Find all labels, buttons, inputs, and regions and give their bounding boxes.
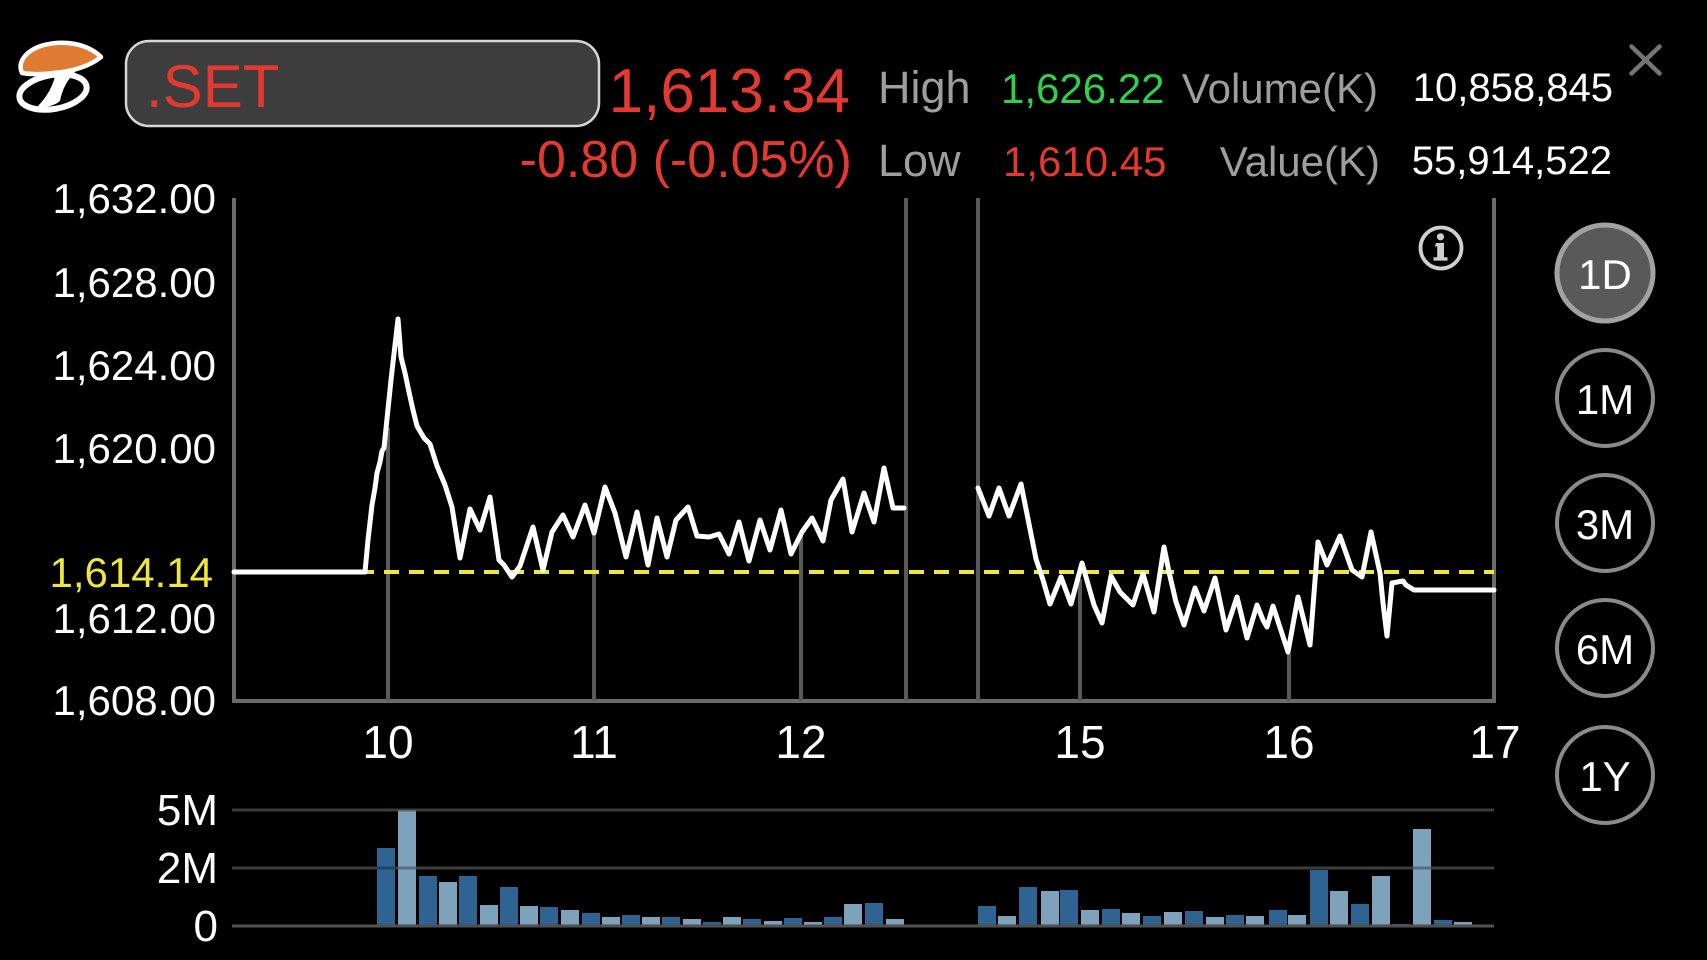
svg-text:1,610.45: 1,610.45 (1003, 138, 1167, 185)
svg-text:Low: Low (878, 135, 961, 186)
svg-text:1,632.00: 1,632.00 (53, 175, 217, 222)
svg-text:1,612.00: 1,612.00 (53, 595, 217, 642)
svg-text:1,624.00: 1,624.00 (53, 342, 217, 389)
svg-text:1,614.14: 1,614.14 (50, 549, 214, 596)
svg-text:1M: 1M (1576, 376, 1634, 423)
svg-text:10,858,845: 10,858,845 (1413, 66, 1613, 110)
svg-text:17: 17 (1469, 716, 1520, 768)
svg-text:1,608.00: 1,608.00 (53, 677, 217, 724)
svg-text:16: 16 (1263, 716, 1314, 768)
svg-text:15: 15 (1054, 716, 1105, 768)
svg-text:0: 0 (194, 902, 218, 951)
svg-text:High: High (878, 62, 971, 113)
svg-text:1D: 1D (1578, 251, 1632, 298)
svg-text:Volume(K): Volume(K) (1182, 65, 1378, 112)
svg-text:1,628.00: 1,628.00 (53, 259, 217, 306)
svg-text:55,914,522: 55,914,522 (1412, 139, 1612, 183)
svg-text:-0.80 (-0.05%): -0.80 (-0.05%) (520, 131, 852, 189)
svg-text:5M: 5M (157, 786, 218, 835)
svg-text:1,613.34: 1,613.34 (609, 57, 850, 126)
svg-text:.SET: .SET (146, 53, 279, 120)
svg-text:6M: 6M (1576, 626, 1634, 673)
svg-text:Value(K): Value(K) (1220, 138, 1380, 185)
svg-text:1Y: 1Y (1579, 753, 1630, 800)
svg-text:11: 11 (570, 716, 618, 768)
svg-text:2M: 2M (157, 844, 218, 893)
svg-text:10: 10 (362, 716, 413, 768)
svg-text:3M: 3M (1576, 501, 1634, 548)
svg-text:12: 12 (775, 716, 826, 768)
svg-text:1,626.22: 1,626.22 (1001, 65, 1165, 112)
svg-text:1,620.00: 1,620.00 (53, 425, 217, 472)
